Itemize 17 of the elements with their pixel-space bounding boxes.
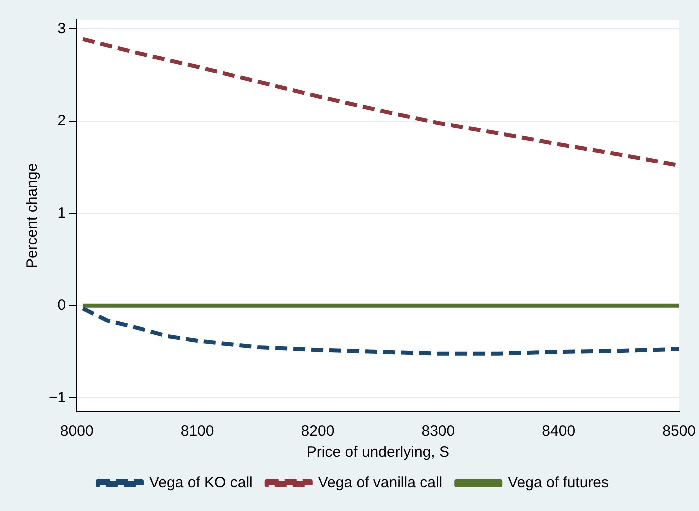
line-series xyxy=(81,306,680,356)
x-axis-title: Price of underlying, S xyxy=(306,444,450,462)
y-tick-label: 3 xyxy=(58,20,66,38)
y-tick-label: −1 xyxy=(48,389,66,406)
x-tick-label: 8500 xyxy=(662,423,696,440)
y-tick-label: 1 xyxy=(58,204,66,222)
legend-label: Vega of futures xyxy=(508,474,610,492)
legend-label: Vega of KO call xyxy=(149,474,253,492)
y-axis-title: Percent change xyxy=(24,163,42,269)
x-tick-label: 8200 xyxy=(301,423,335,440)
x-tick-label: 8400 xyxy=(542,423,576,440)
legend-label: Vega of vanilla call xyxy=(318,474,443,492)
y-tick-label: 2 xyxy=(58,112,66,130)
x-tick-label: 8300 xyxy=(422,423,456,440)
y-tick-label: 0 xyxy=(58,297,66,314)
x-tick-label: 8100 xyxy=(180,423,214,440)
x-tick-label: 8000 xyxy=(60,423,94,440)
